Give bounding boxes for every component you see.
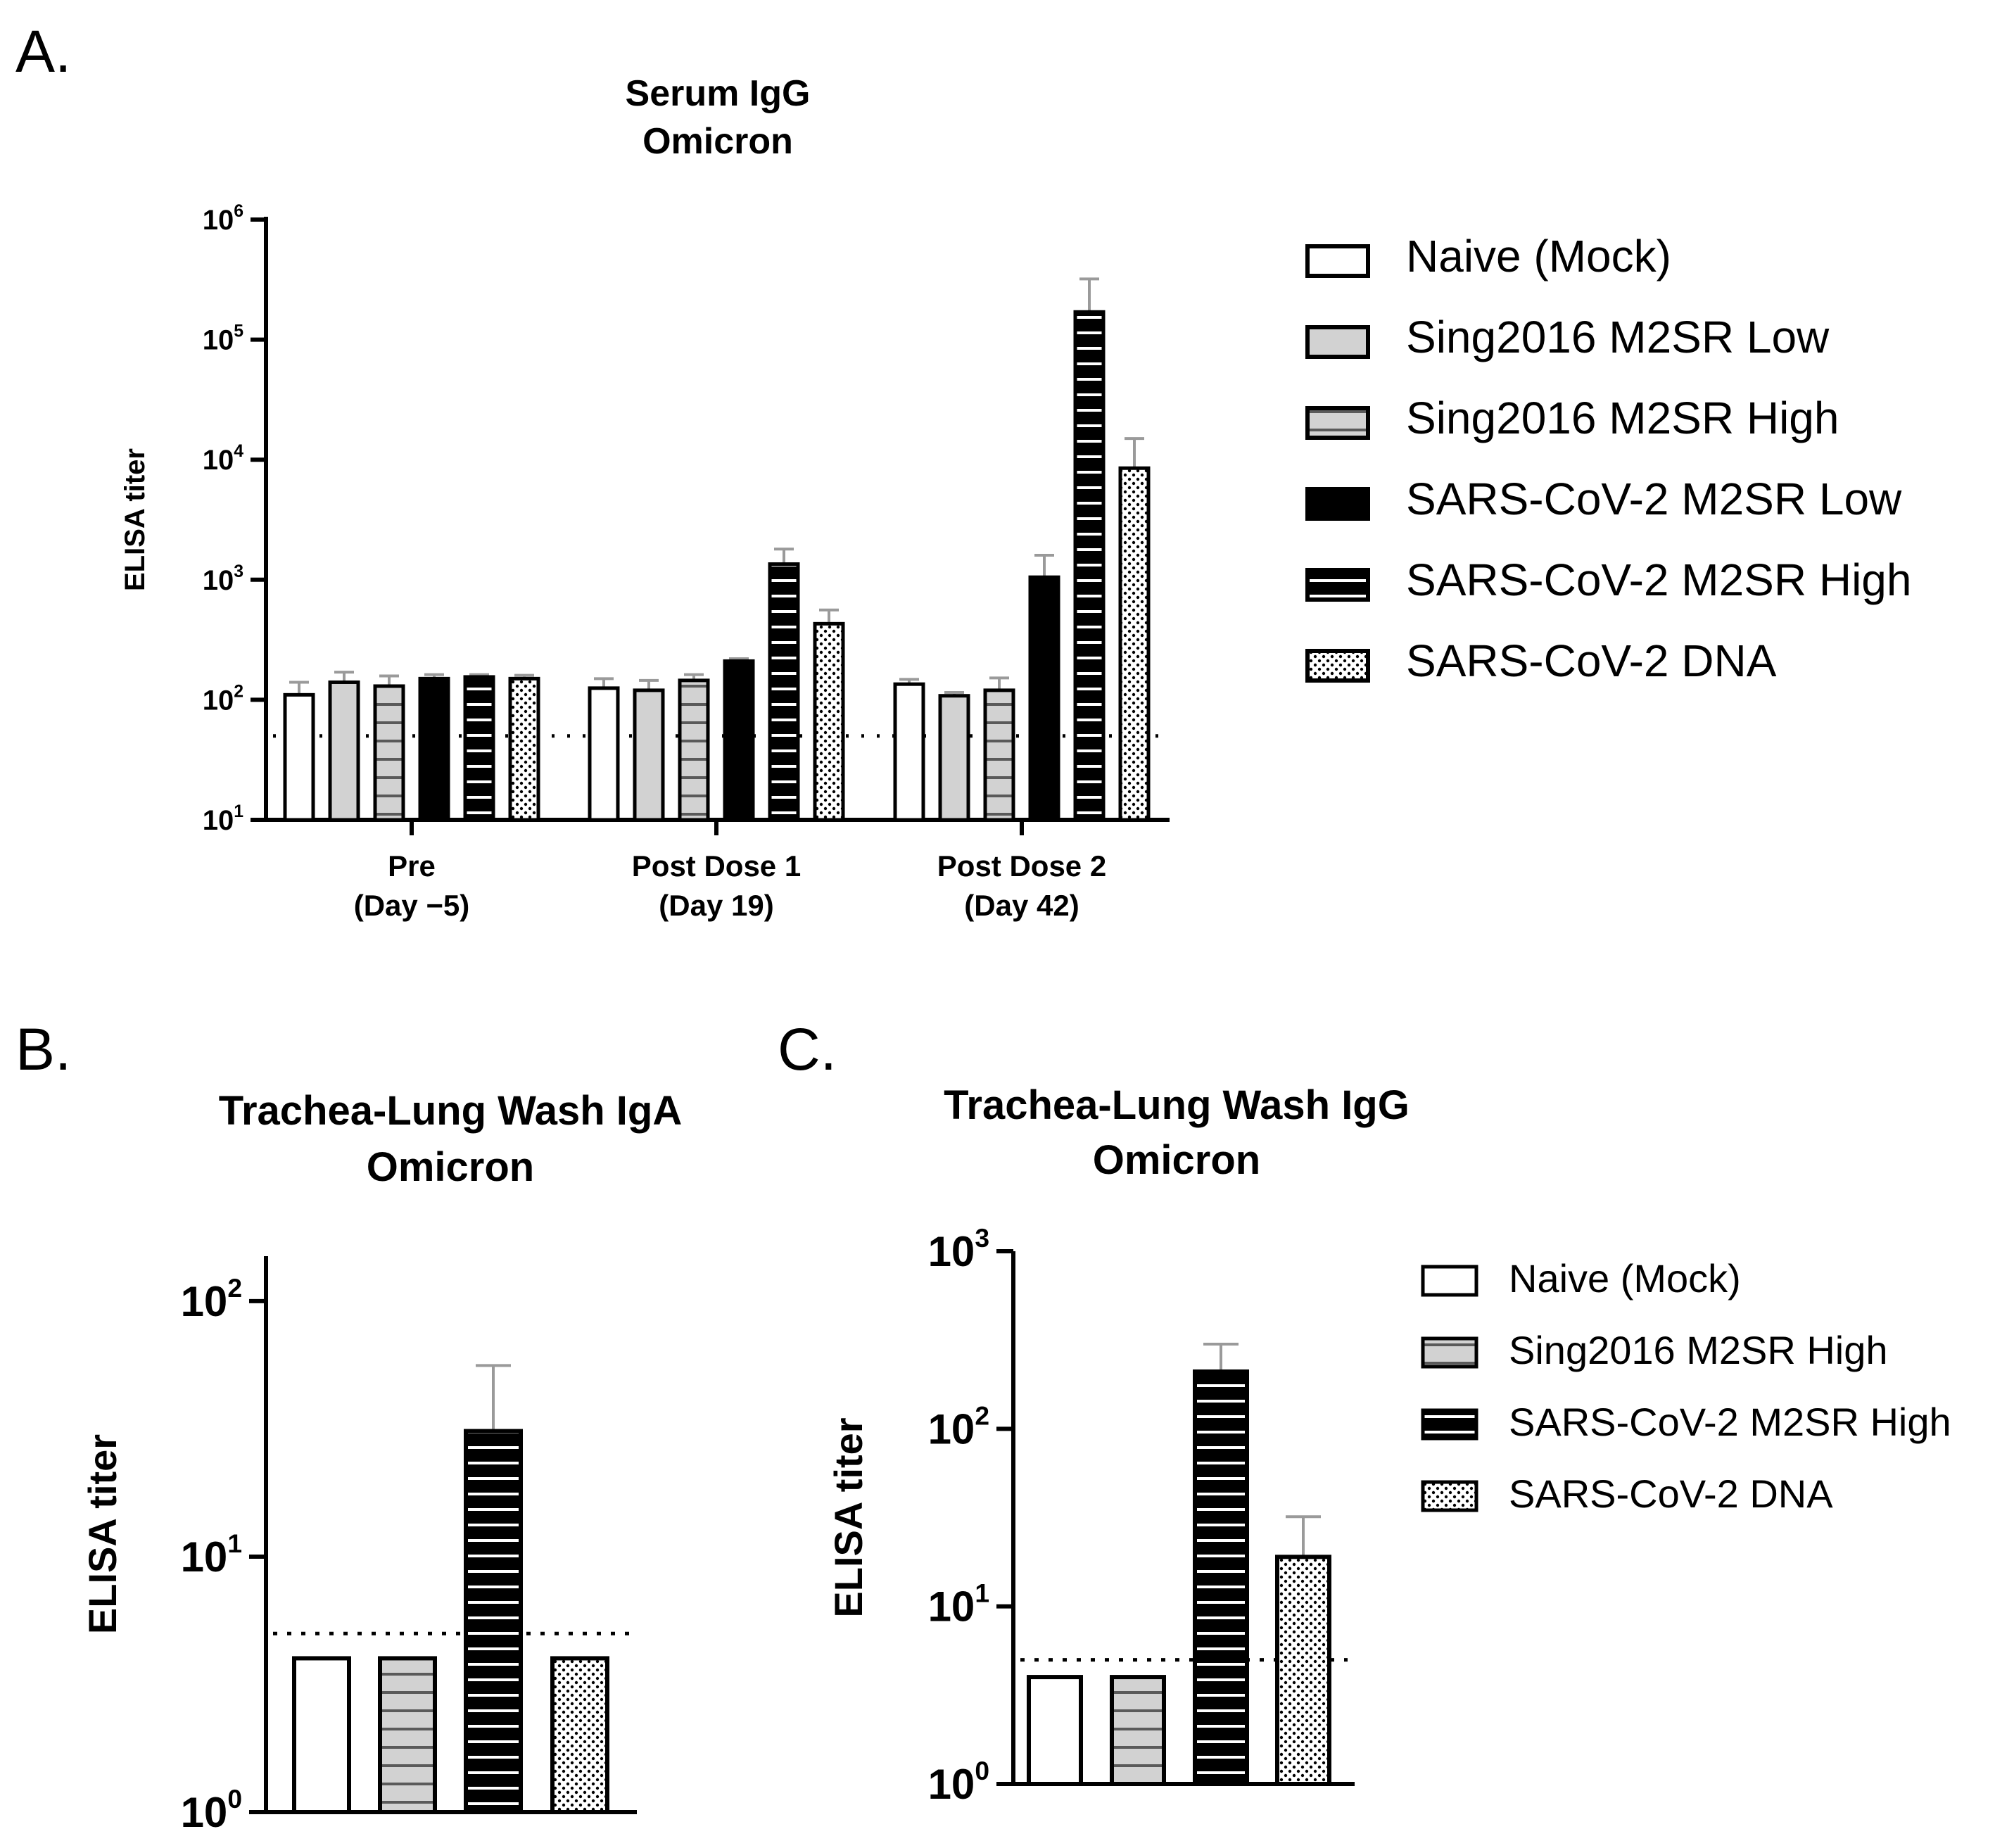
y-tick-label: 101 bbox=[928, 1578, 989, 1631]
bar-naive-mock bbox=[588, 686, 620, 822]
bar-sing2016-m2sr-low bbox=[328, 680, 360, 822]
y-tick-label: 102 bbox=[928, 1400, 989, 1453]
chart-title-line: Serum IgG bbox=[626, 73, 811, 114]
legend-swatch-sing2016-m2sr-low bbox=[1305, 325, 1370, 359]
y-tick-label: 102 bbox=[203, 682, 243, 716]
legend-swatch-sars-cov-2-m2sr-high bbox=[1305, 568, 1370, 602]
bar-3 bbox=[550, 1656, 609, 1815]
x-tick-label: (Day 19) bbox=[659, 889, 773, 922]
legend-swatch-sars-cov-2-m2sr-high bbox=[1421, 1408, 1478, 1441]
chart-title-line: Trachea-Lung Wash IgG bbox=[944, 1082, 1410, 1128]
legend-label-naive-mock: Naive (Mock) bbox=[1406, 231, 1671, 281]
y-tick-label: 104 bbox=[203, 442, 244, 476]
y-tick-label: 101 bbox=[203, 802, 244, 836]
legend-swatch-sing2016-m2sr-high bbox=[1421, 1336, 1478, 1369]
bar-0 bbox=[292, 1656, 351, 1815]
bar-sars-cov-2-m2sr-high bbox=[1073, 310, 1106, 822]
legend-label-sars-cov-2-m2sr-high: SARS-CoV-2 M2SR High bbox=[1509, 1400, 1951, 1444]
bar-sars-cov-2-dna bbox=[508, 676, 540, 822]
bar-sing2016-m2sr-low bbox=[938, 694, 970, 822]
bar-sars-cov-2-m2sr-high bbox=[768, 562, 800, 822]
legend-label-sing2016-m2sr-low: Sing2016 M2SR Low bbox=[1406, 312, 1830, 362]
y-tick-label: 100 bbox=[181, 1784, 242, 1836]
y-tick-label: 100 bbox=[928, 1756, 989, 1808]
x-tick-label: (Day −5) bbox=[354, 889, 470, 922]
legend-swatch-naive-mock bbox=[1421, 1265, 1478, 1297]
bar-sars-cov-2-dna bbox=[1118, 466, 1151, 822]
legend-label-sars-cov-2-dna: SARS-CoV-2 DNA bbox=[1509, 1472, 1833, 1516]
chart-a-serum-igg: Serum IgG Omicron 101 102 103 104 105 106 ELISA … bbox=[120, 73, 1911, 922]
legend-label-sing2016-m2sr-high: Sing2016 M2SR High bbox=[1406, 393, 1839, 443]
bar-sars-cov-2-m2sr-low bbox=[1028, 575, 1060, 822]
chart-b-trachea-lung-iga: Trachea-Lung Wash IgA Omicron 100 101 102 ELI… bbox=[80, 1088, 682, 1836]
y-tick-label: 101 bbox=[181, 1529, 242, 1581]
y-axis-label: ELISA titer bbox=[80, 1434, 125, 1634]
bar-sing2016-m2sr-high bbox=[1110, 1675, 1166, 1786]
y-axis-label: ELISA titer bbox=[120, 448, 151, 591]
x-tick-label: Pre bbox=[388, 849, 436, 882]
legend-label-sars-cov-2-m2sr-low: SARS-CoV-2 M2SR Low bbox=[1406, 474, 1902, 524]
chart-c-trachea-lung-igg: Trachea-Lung Wash IgG Omicron 100 101 102 103… bbox=[826, 1082, 1951, 1808]
bar-naive-mock bbox=[1027, 1675, 1083, 1786]
legend-swatch-naive-mock bbox=[1305, 244, 1370, 278]
bar-sing2016-m2sr-high bbox=[373, 684, 405, 822]
bar-sing2016-m2sr-low bbox=[633, 688, 665, 822]
bar-naive-mock bbox=[893, 682, 925, 822]
y-tick-label: 103 bbox=[928, 1223, 989, 1275]
y-axis-label: ELISA titer bbox=[826, 1417, 870, 1617]
chart-title-line: Trachea-Lung Wash IgA bbox=[219, 1088, 682, 1134]
legend-swatch-sars-cov-2-dna bbox=[1305, 649, 1370, 683]
legend-label-naive-mock: Naive (Mock) bbox=[1509, 1256, 1741, 1300]
x-tick-label: Post Dose 2 bbox=[937, 849, 1106, 882]
x-tick-label: Post Dose 1 bbox=[632, 849, 801, 882]
panel-label-c: C. bbox=[778, 1016, 837, 1082]
y-tick-label: 103 bbox=[203, 562, 243, 596]
legend-swatch-sing2016-m2sr-high bbox=[1305, 406, 1370, 440]
y-tick-label: 105 bbox=[203, 322, 244, 356]
bar-1 bbox=[378, 1656, 437, 1815]
chart-title-line: Omicron bbox=[642, 121, 793, 162]
bar-naive-mock bbox=[283, 692, 315, 822]
bar-sars-cov-2-m2sr-low bbox=[723, 659, 755, 822]
y-tick-label: 106 bbox=[203, 202, 243, 236]
chart-title-line: Omicron bbox=[1093, 1137, 1261, 1183]
y-tick-label: 102 bbox=[181, 1273, 242, 1325]
bar-sars-cov-2-dna bbox=[1275, 1555, 1331, 1787]
legend-label-sars-cov-2-m2sr-high: SARS-CoV-2 M2SR High bbox=[1406, 555, 1911, 605]
bar-2 bbox=[464, 1429, 523, 1814]
bar-sars-cov-2-m2sr-high bbox=[463, 675, 495, 822]
bar-sars-cov-2-dna bbox=[813, 621, 845, 822]
bar-sars-cov-2-m2sr-high bbox=[1193, 1369, 1249, 1786]
legend-label-sars-cov-2-dna: SARS-CoV-2 DNA bbox=[1406, 635, 1777, 686]
bar-sing2016-m2sr-high bbox=[983, 688, 1015, 822]
bar-sing2016-m2sr-high bbox=[678, 678, 710, 822]
x-tick-label: (Day 42) bbox=[964, 889, 1079, 922]
legend-swatch-sars-cov-2-m2sr-low bbox=[1305, 487, 1370, 521]
chart-title-line: Omicron bbox=[367, 1144, 535, 1190]
legend-label-sing2016-m2sr-high: Sing2016 M2SR High bbox=[1509, 1328, 1888, 1372]
legend-swatch-sars-cov-2-dna bbox=[1421, 1480, 1478, 1512]
panel-label-a: A. bbox=[15, 18, 71, 84]
panel-label-b: B. bbox=[15, 1016, 71, 1082]
bar-sars-cov-2-m2sr-low bbox=[418, 676, 450, 822]
